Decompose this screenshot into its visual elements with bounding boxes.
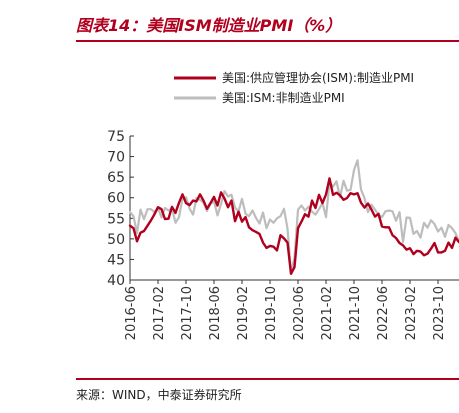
y-tick-label: 55	[107, 211, 125, 227]
x-tick-label: 2020-06	[292, 286, 307, 340]
x-tick-label: 2019-10	[264, 286, 279, 340]
y-tick-label: 75	[107, 129, 125, 145]
y-tick-label: 60	[107, 191, 125, 207]
x-tick-label: 2021-10	[348, 286, 363, 340]
x-tick-label: 2017-02	[152, 286, 167, 340]
figure-header: 图表14：美国ISM制造业PMI（%）	[76, 6, 459, 42]
series-layer	[128, 159, 459, 276]
x-tick-label: 2016-06	[124, 286, 139, 340]
chart-legend: 美国:供应管理协会(ISM):制造业PMI 美国:ISM:非制造业PMI	[174, 70, 414, 105]
legend-label: 美国:ISM:非制造业PMI	[222, 91, 345, 105]
x-tick-label: 2021-02	[320, 286, 335, 340]
y-tick-label: 50	[107, 232, 125, 248]
x-tick-label: 2018-06	[208, 286, 223, 340]
series-line-manufacturing-pmi	[128, 177, 459, 276]
x-axis: 2016-06 2017-02 2017-10 2018-06 2019-02 2019-…	[124, 279, 459, 340]
x-tick-label: 2023-02	[404, 286, 419, 340]
x-tick-label: 2023-10	[432, 286, 447, 340]
y-tick-label: 70	[107, 150, 125, 166]
y-tick-label: 40	[107, 273, 125, 289]
figure-title: 图表14：美国ISM制造业PMI（%）	[76, 16, 342, 35]
x-tick-label: 2019-02	[236, 286, 251, 340]
x-tick-label: 2022-06	[376, 286, 391, 340]
legend-label: 美国:供应管理协会(ISM):制造业PMI	[222, 70, 414, 85]
figure-footer: 来源：WIND，中泰证券研究所	[76, 378, 459, 413]
y-tick-label: 45	[107, 252, 125, 268]
y-axis: 40 45 50 55 60 65 70 75	[107, 129, 134, 289]
x-tick-label: 2017-10	[180, 286, 195, 340]
y-tick-label: 65	[107, 170, 125, 186]
source-note: 来源：WIND，中泰证券研究所	[76, 388, 242, 402]
pmi-line-chart: 美国:供应管理协会(ISM):制造业PMI 美国:ISM:非制造业PMI 40 45…	[107, 70, 459, 340]
